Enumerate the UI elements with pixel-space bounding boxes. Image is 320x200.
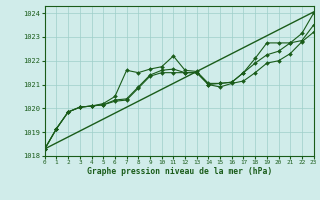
X-axis label: Graphe pression niveau de la mer (hPa): Graphe pression niveau de la mer (hPa) [87,167,272,176]
